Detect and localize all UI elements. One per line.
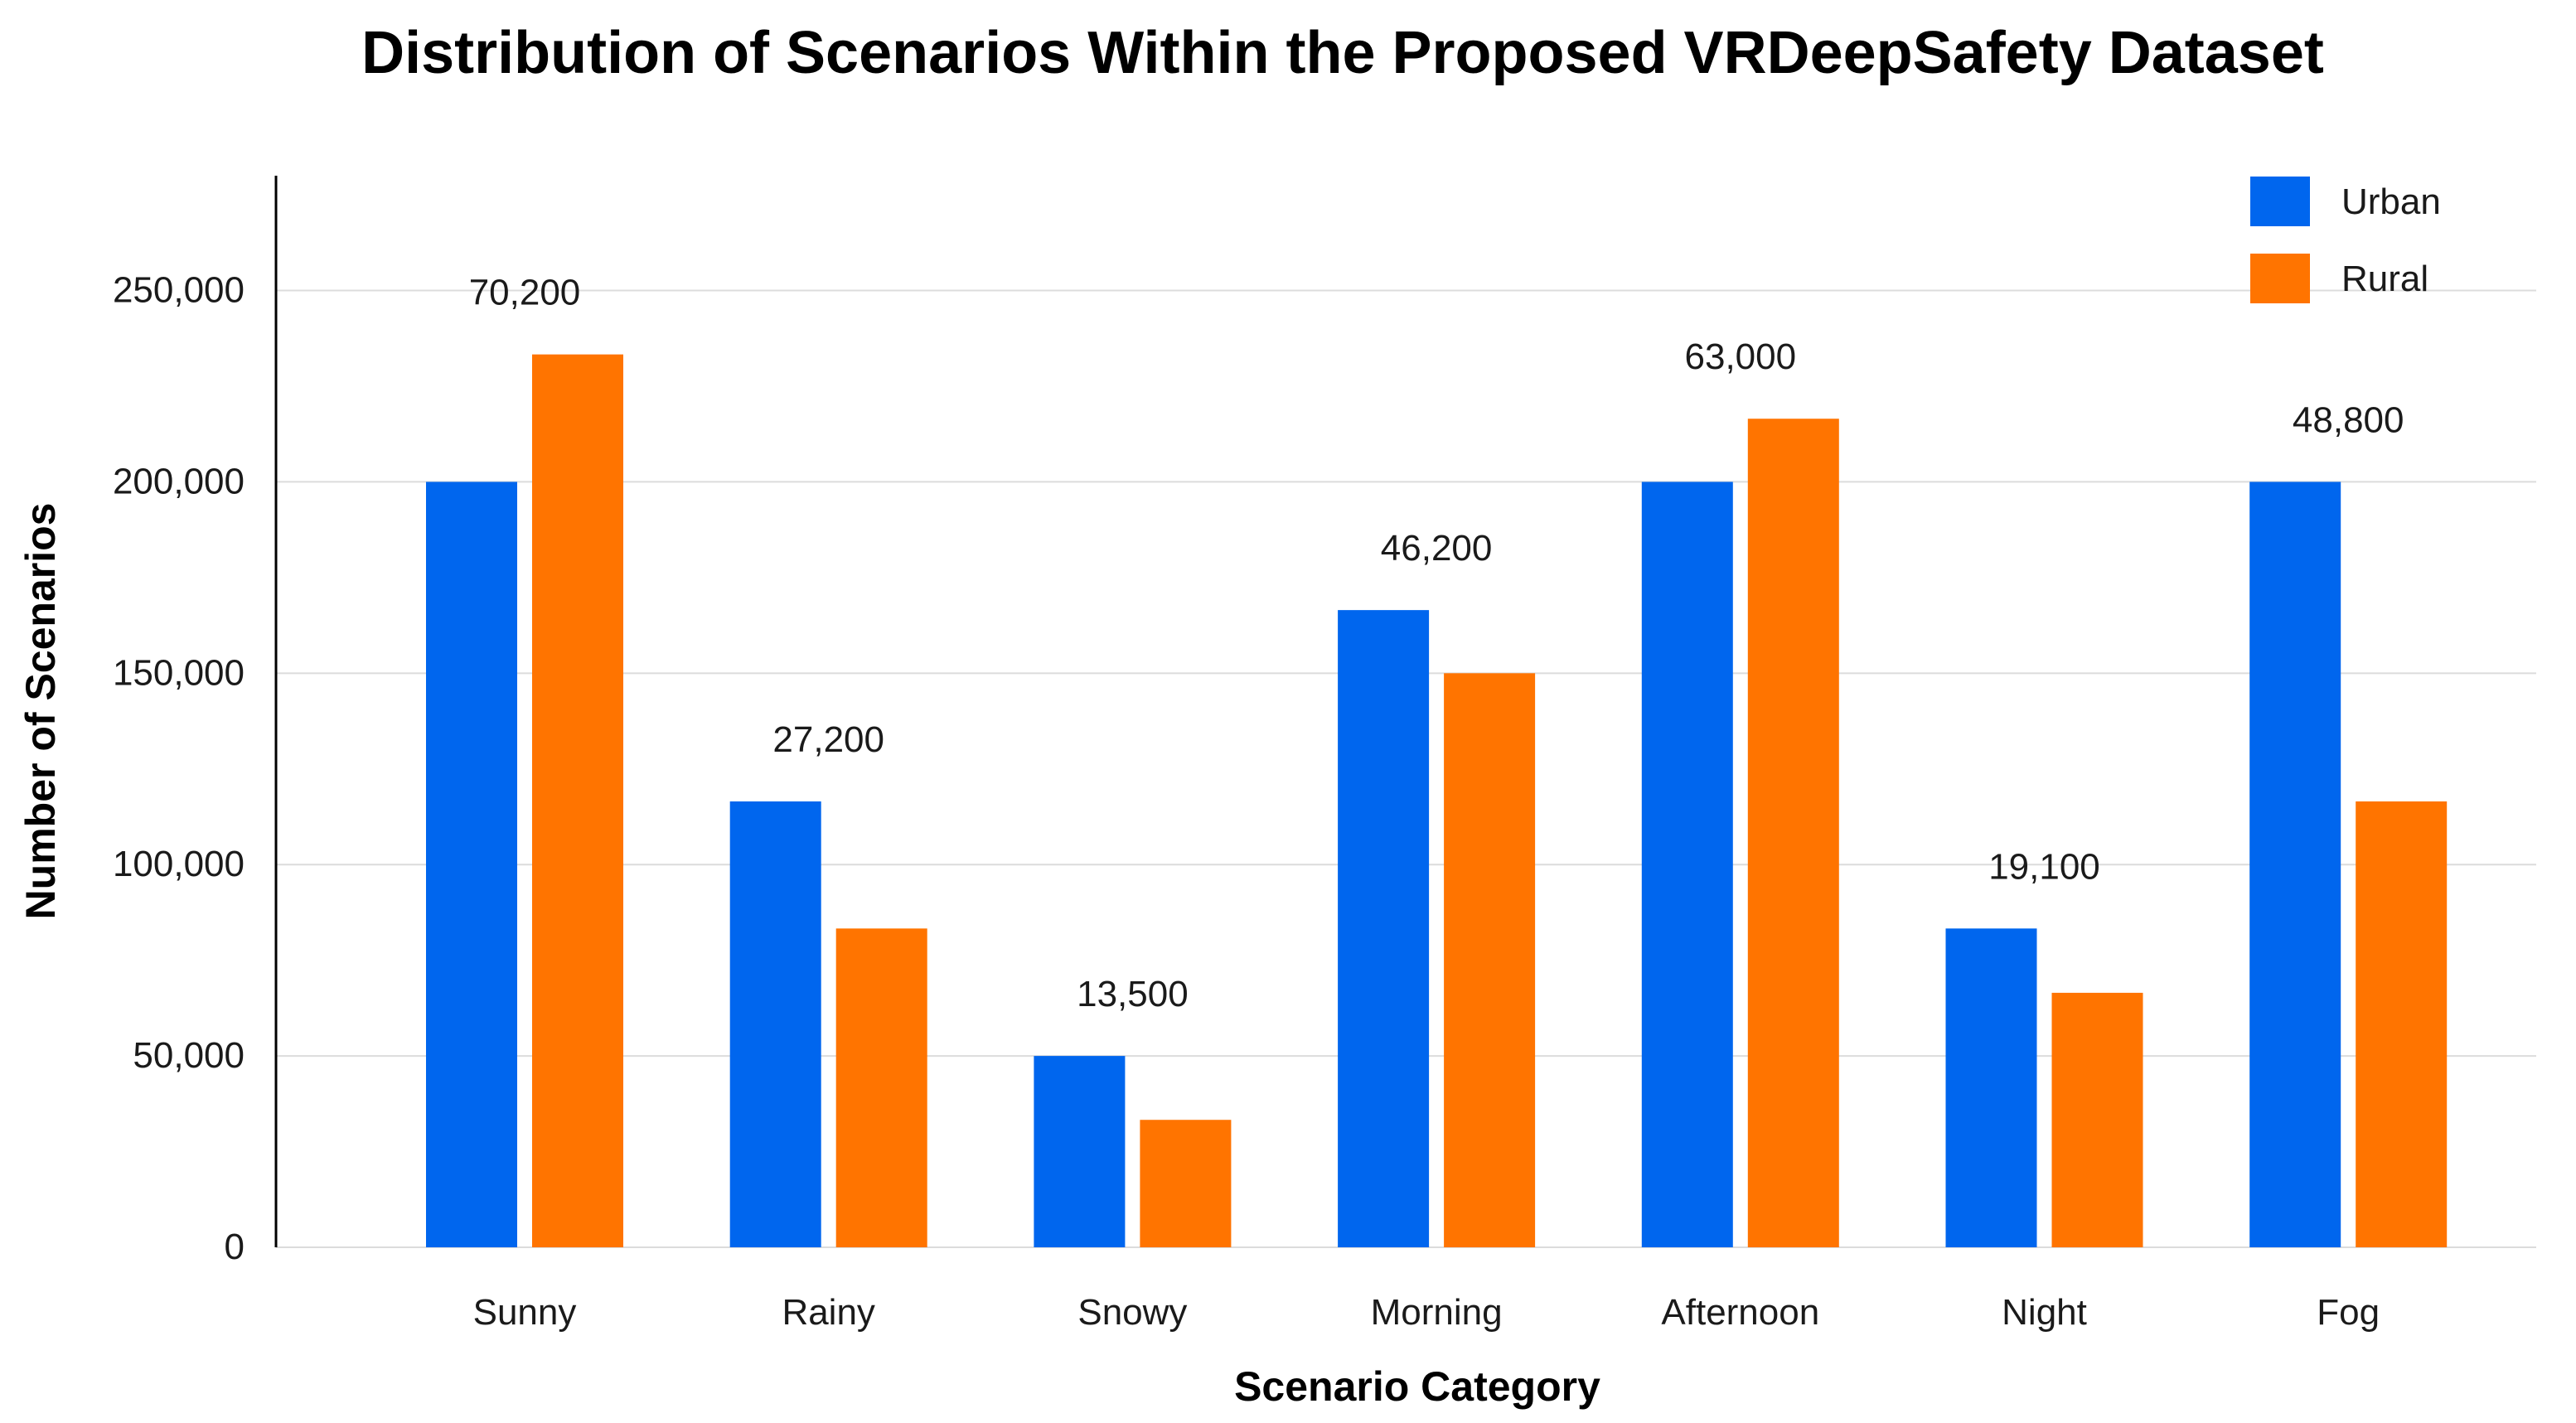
legend-label-rural: Rural [2341, 259, 2428, 299]
x-tick-label-fog: Fog [2317, 1292, 2380, 1333]
bar-rural-afternoon [1747, 419, 1839, 1248]
data-label-snowy: 13,500 [1077, 974, 1189, 1014]
y-tick-label: 50,000 [133, 1035, 245, 1076]
bar-urban-morning [1338, 610, 1430, 1247]
y-tick-label: 250,000 [113, 270, 245, 311]
legend-swatch-urban [2250, 177, 2310, 226]
bar-rural-snowy [1140, 1120, 1232, 1247]
data-label-afternoon: 63,000 [1685, 336, 1797, 377]
bar-urban-afternoon [1641, 482, 1733, 1247]
legend-label-urban: Urban [2341, 182, 2441, 222]
bar-urban-snowy [1034, 1056, 1126, 1247]
data-label-night: 19,100 [1988, 846, 2100, 887]
y-tick-label: 0 [225, 1227, 245, 1267]
x-tick-label-rainy: Rainy [782, 1292, 875, 1333]
y-axis-ticks: 0 50,000 100,000 150,000 200,000 250,000 [113, 270, 245, 1267]
x-axis-title: Scenario Category [1234, 1363, 1600, 1410]
chart-title: Distribution of Scenarios Within the Pro… [361, 20, 2324, 86]
y-tick-label: 150,000 [113, 652, 245, 693]
bar-rural-fog [2356, 801, 2448, 1247]
bar-urban-fog [2249, 482, 2341, 1247]
bar-rural-sunny [532, 354, 623, 1247]
x-tick-label-afternoon: Afternoon [1661, 1292, 1819, 1333]
data-label-fog: 48,800 [2293, 399, 2404, 440]
x-tick-label-morning: Morning [1371, 1292, 1503, 1333]
data-label-sunny: 70,200 [469, 273, 581, 313]
x-tick-label-night: Night [2002, 1292, 2087, 1333]
bar-rural-morning [1444, 673, 1536, 1247]
legend-swatch-rural [2250, 254, 2310, 303]
bar-urban-night [1945, 928, 2037, 1247]
y-tick-label: 100,000 [113, 844, 245, 884]
bar-urban-sunny [426, 482, 517, 1247]
data-label-rainy: 27,200 [772, 719, 884, 760]
x-tick-label-sunny: Sunny [473, 1292, 577, 1333]
bar-urban-rainy [729, 801, 821, 1247]
bar-rural-rainy [835, 928, 927, 1247]
legend: Urban Rural [2250, 177, 2441, 303]
y-axis-title: Number of Scenarios [17, 503, 64, 920]
y-tick-label: 200,000 [113, 461, 245, 501]
data-label-morning: 46,200 [1381, 528, 1493, 569]
data-labels: 70,200 27,200 13,500 46,200 63,000 19,100 48,8… [469, 273, 2404, 1014]
x-axis-ticks: Sunny Rainy Snowy Morning Afternoon Night Fog [473, 1292, 2380, 1333]
x-tick-label-snowy: Snowy [1077, 1292, 1187, 1333]
bars [426, 354, 2448, 1248]
bar-rural-night [2051, 992, 2143, 1247]
